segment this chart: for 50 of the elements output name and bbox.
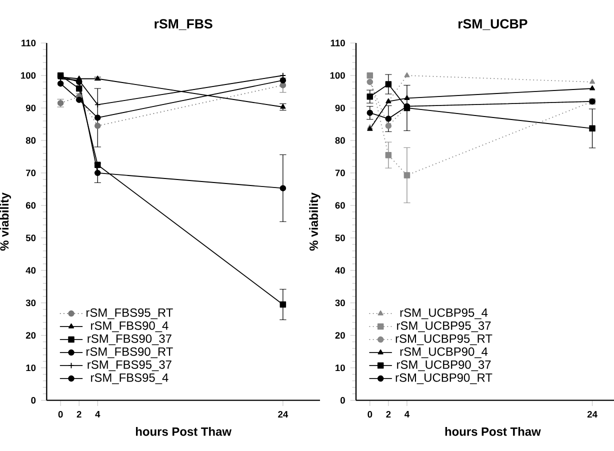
chart-title: rSM_UCBP xyxy=(458,19,528,30)
y-axis-title: % viability xyxy=(0,192,12,251)
y-tick-label: 20 xyxy=(26,332,36,339)
legend-label: rSM_UCBP90_4 xyxy=(400,347,488,358)
y-tick-label: 110 xyxy=(330,40,345,46)
y-tick-label: 40 xyxy=(26,267,36,274)
legend-label: rSM_FBS90_RT xyxy=(86,347,173,358)
y-tick-label: 10 xyxy=(26,364,36,372)
y-tick-label: 70 xyxy=(26,170,36,176)
legend-label: rSM_FBS95_RT xyxy=(86,308,173,320)
legend-label: rSM_UCBP95_37 xyxy=(397,321,491,332)
legend-label: rSM_FBS90_4 xyxy=(91,321,168,332)
y-axis-title: % viability xyxy=(309,192,320,251)
x-axis-title: hours Post Thaw xyxy=(136,427,232,436)
y-tick-label: 100 xyxy=(21,72,36,79)
chart-title: rSM_FBS xyxy=(154,19,212,30)
y-tick-label: 90 xyxy=(26,104,36,112)
y-tick-label: 10 xyxy=(336,364,345,372)
y-tick-label: 50 xyxy=(335,234,345,242)
y-tick-label: 100 xyxy=(330,72,345,79)
y-tick-label: 0 xyxy=(340,397,345,404)
y-tick-label: 30 xyxy=(26,300,36,306)
x-tick-label: 2 xyxy=(386,411,391,418)
legend-label: rSM_UCBP95_4 xyxy=(400,308,488,320)
y-tick-label: 110 xyxy=(22,40,36,46)
y-tick-label: 80 xyxy=(335,137,345,144)
x-tick-label: 0 xyxy=(368,411,372,418)
x-tick-label: 4 xyxy=(95,411,100,418)
legend-label: rSM_FBS90_37 xyxy=(88,334,172,346)
y-tick-label: 30 xyxy=(335,300,345,306)
y-tick-label: 0 xyxy=(31,397,36,404)
legend-label: rSM_FBS95_4 xyxy=(91,373,168,384)
x-tick-label: 24 xyxy=(587,411,598,418)
y-tick-label: 20 xyxy=(335,332,345,339)
y-tick-label: 90 xyxy=(335,104,345,112)
legend-label: rSM_UCBP90_RT xyxy=(396,373,492,384)
legend-label: rSM_FBS95_37 xyxy=(88,360,172,372)
y-tick-label: 60 xyxy=(26,202,36,209)
x-tick-label: 0 xyxy=(58,411,63,418)
x-tick-label: 24 xyxy=(278,411,288,418)
y-tick-label: 60 xyxy=(335,202,345,209)
x-tick-label: 4 xyxy=(404,411,410,418)
legend-label: rSM_UCBP90_37 xyxy=(397,360,491,372)
y-tick-label: 40 xyxy=(335,267,345,274)
y-tick-label: 50 xyxy=(26,234,36,242)
legend-label: rSM_UCBP95_RT xyxy=(396,334,492,346)
y-tick-label: 70 xyxy=(335,170,345,176)
y-tick-label: 80 xyxy=(26,137,36,144)
x-axis-title: hours Post Thaw xyxy=(445,427,541,436)
x-tick-label: 2 xyxy=(76,411,82,418)
